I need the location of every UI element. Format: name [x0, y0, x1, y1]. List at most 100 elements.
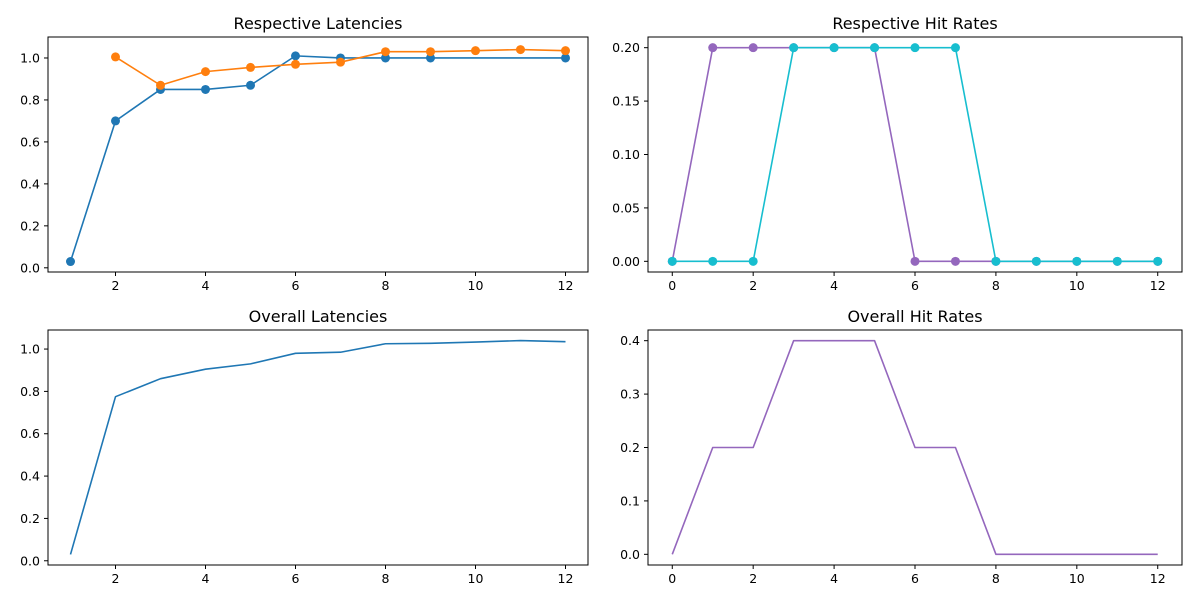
data-point: [336, 57, 345, 67]
x-tick-label: 8: [992, 278, 1000, 293]
x-tick-label: 4: [830, 278, 838, 293]
y-tick-label: 1.0: [20, 50, 40, 65]
overall-hit-rates-panel: Overall Hit Rates 0 2 4 6 8 10 12 0.0 0.1 0.2 0.3 0.…: [620, 307, 1183, 586]
x-tick-label: 2: [749, 278, 757, 293]
x-tick-label: 8: [992, 571, 1000, 586]
y-tick-label: 0.4: [20, 469, 40, 484]
overall-latencies-panel: Overall Latencies 2 4 6 8 10 12 0.0 0.2 0.4 0.6 0.8…: [20, 307, 589, 586]
x-tick-label: 2: [112, 278, 120, 293]
data-point: [910, 43, 920, 53]
y-tick-label: 0.20: [612, 40, 640, 55]
data-point: [246, 80, 255, 90]
data-point: [246, 62, 255, 72]
y-tick-label: 0.15: [612, 94, 640, 109]
x-tick-label: 10: [1069, 278, 1085, 293]
data-point: [111, 52, 120, 62]
data-point: [829, 43, 839, 53]
plot-frame: [647, 36, 1183, 273]
y-tick-label: 0.2: [20, 218, 40, 233]
series-line-1: [671, 339, 1158, 556]
y-tick-label: 0.3: [620, 387, 640, 402]
x-tick-label: 0: [668, 278, 676, 293]
data-point: [426, 53, 435, 63]
y-tick-label: 0.05: [612, 200, 640, 215]
chart-title: Respective Hit Rates: [832, 14, 997, 33]
x-tick-label: 0: [668, 571, 676, 586]
x-tick-label: 8: [382, 278, 390, 293]
y-tick-label: 0.00: [612, 254, 640, 269]
data-point: [111, 116, 120, 126]
data-point: [1031, 256, 1041, 266]
data-point: [201, 67, 210, 77]
data-point: [426, 47, 435, 57]
data-point: [381, 47, 390, 57]
y-tick-label: 0.8: [20, 384, 40, 399]
series-line-1: [69, 55, 566, 262]
x-tick-label: 12: [558, 571, 574, 586]
plot-frame: [47, 36, 589, 273]
chart-title: Overall Latencies: [249, 307, 388, 326]
plot-frame: [47, 329, 589, 566]
series-line-1: [671, 46, 1158, 263]
x-tick-label: 12: [1150, 278, 1166, 293]
x-tick-label: 6: [292, 278, 300, 293]
data-point: [1072, 256, 1082, 266]
data-point: [66, 257, 75, 267]
data-point: [201, 84, 210, 94]
x-tick-label: 6: [292, 571, 300, 586]
data-point: [748, 43, 758, 53]
x-tick-label: 12: [558, 278, 574, 293]
x-tick-label: 4: [830, 571, 838, 586]
x-tick-label: 10: [468, 278, 484, 293]
x-tick-label: 2: [112, 571, 120, 586]
data-point: [471, 46, 480, 56]
data-point: [291, 51, 300, 61]
data-point: [950, 256, 960, 266]
y-tick-label: 0.6: [20, 134, 40, 149]
data-point: [561, 53, 570, 63]
data-point: [1153, 256, 1163, 266]
y-tick-label: 1.0: [20, 342, 40, 357]
y-tick-label: 0.2: [20, 511, 40, 526]
data-point: [516, 45, 525, 55]
data-point: [910, 256, 920, 266]
data-point: [1112, 256, 1122, 266]
x-tick-label: 4: [202, 571, 210, 586]
x-tick-label: 6: [911, 278, 919, 293]
data-point: [708, 256, 718, 266]
data-point: [561, 46, 570, 56]
data-point: [156, 80, 165, 90]
data-point: [291, 59, 300, 69]
chart-title: Overall Hit Rates: [847, 307, 982, 326]
x-tick-label: 6: [911, 571, 919, 586]
data-point: [991, 256, 1001, 266]
y-tick-label: 0.4: [20, 176, 40, 191]
data-point: [789, 43, 799, 53]
data-point: [950, 43, 960, 53]
y-tick-label: 0.8: [20, 92, 40, 107]
x-tick-label: 10: [1069, 571, 1085, 586]
series-line-1: [69, 339, 566, 555]
y-tick-label: 0.10: [612, 147, 640, 162]
y-tick-label: 0.6: [20, 426, 40, 441]
data-point: [870, 43, 880, 53]
y-tick-label: 0.0: [20, 260, 40, 275]
x-tick-label: 4: [202, 278, 210, 293]
chart-title: Respective Latencies: [234, 14, 403, 33]
data-point: [708, 43, 718, 53]
data-point: [667, 256, 677, 266]
y-tick-label: 0.4: [620, 333, 640, 348]
respective-latencies-panel: Respective Latencies 2 4 6 8 10 12 0.0 0.2 0.4 0.6…: [20, 14, 589, 293]
series-line-2: [672, 46, 1158, 263]
y-tick-label: 0.2: [620, 440, 640, 455]
y-tick-label: 0.0: [620, 547, 640, 562]
respective-hit-rates-panel: Respective Hit Rates 0 2 4 6 8 10 12 0.00 0.05 0.1…: [612, 14, 1183, 293]
x-tick-label: 8: [382, 571, 390, 586]
data-point: [748, 256, 758, 266]
y-tick-label: 0.0: [20, 553, 40, 568]
y-tick-label: 0.1: [620, 493, 640, 508]
x-tick-label: 2: [749, 571, 757, 586]
data-point: [381, 53, 390, 63]
x-tick-label: 12: [1150, 571, 1166, 586]
